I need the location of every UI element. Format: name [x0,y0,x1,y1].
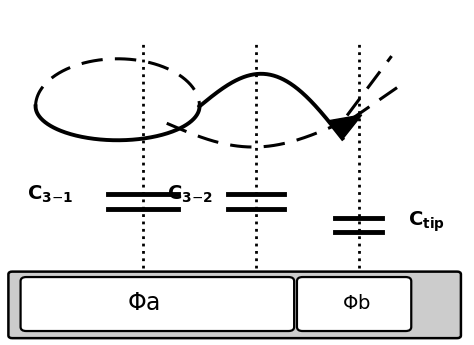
Polygon shape [329,115,362,139]
FancyBboxPatch shape [20,277,294,331]
Text: $\it{\Phi}$b: $\it{\Phi}$b [342,294,371,313]
Text: $\mathbf{C_{tip}}$: $\mathbf{C_{tip}}$ [408,209,445,234]
FancyBboxPatch shape [297,277,411,331]
Text: $\it{\Phi}$a: $\it{\Phi}$a [127,291,160,315]
Text: $\mathbf{C_{3\mathsf{-}2}}$: $\mathbf{C_{3\mathsf{-}2}}$ [167,184,213,205]
Text: $\mathbf{C_{3\mathsf{-}1}}$: $\mathbf{C_{3\mathsf{-}1}}$ [27,184,73,205]
FancyBboxPatch shape [9,272,461,338]
